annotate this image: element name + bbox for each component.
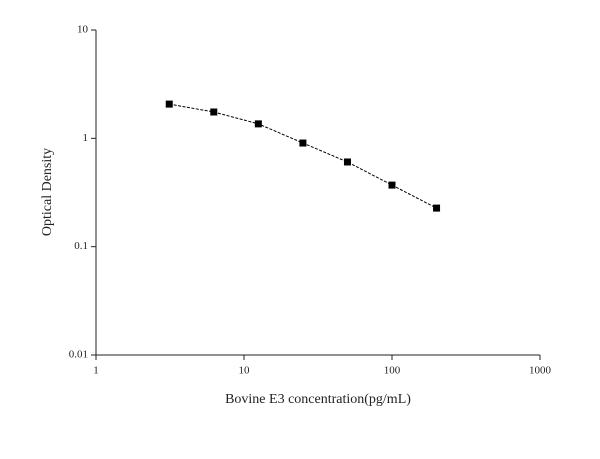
y-tick-label: 0.01 bbox=[69, 349, 88, 361]
y-tick-label: 0.1 bbox=[74, 240, 88, 252]
y-tick-label: 10 bbox=[77, 24, 89, 36]
data-point bbox=[388, 181, 396, 189]
data-point bbox=[343, 158, 351, 166]
data-point bbox=[210, 108, 218, 116]
data-point bbox=[165, 100, 173, 108]
y-tick-label: 1 bbox=[83, 132, 89, 144]
data-point bbox=[433, 204, 441, 212]
x-axis-label: Bovine E3 concentration(pg/mL) bbox=[225, 392, 411, 407]
x-tick-label: 10 bbox=[239, 365, 251, 377]
x-tick-label: 1000 bbox=[529, 365, 552, 377]
x-tick-label: 1 bbox=[93, 365, 99, 377]
data-line bbox=[169, 103, 437, 209]
data-point bbox=[299, 139, 307, 147]
x-tick-label: 100 bbox=[384, 365, 401, 377]
y-axis-label: Optical Density bbox=[40, 148, 55, 236]
data-point bbox=[254, 120, 262, 128]
